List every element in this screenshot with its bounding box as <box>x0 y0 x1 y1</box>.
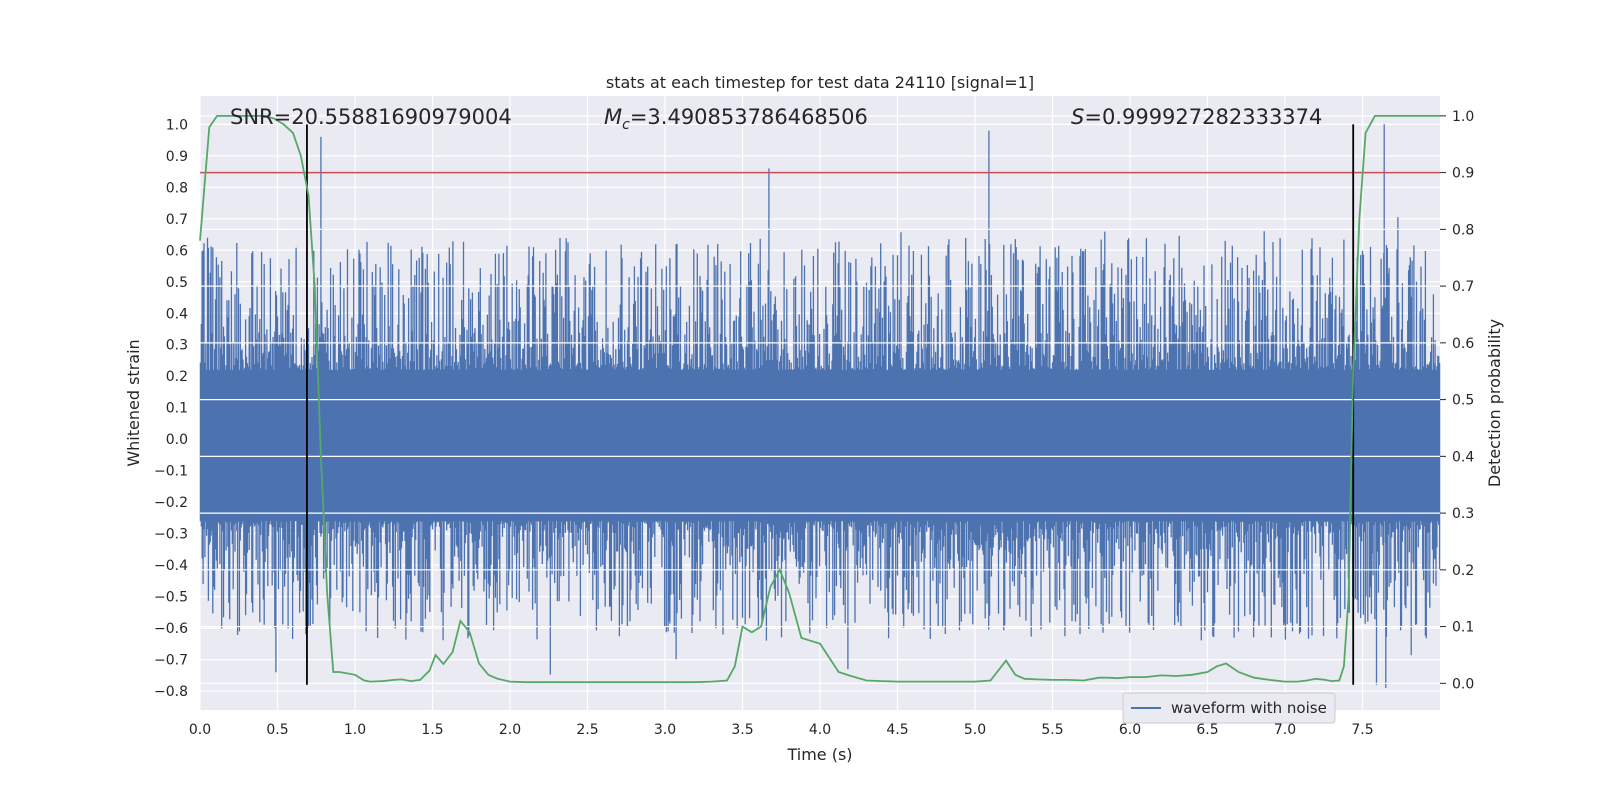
left-y-tick-label: 0.5 <box>166 275 188 291</box>
right-y-tick-label: 0.7 <box>1452 279 1474 295</box>
left-y-tick-label: −0.3 <box>154 527 188 543</box>
left-y-tick-label: −0.8 <box>154 684 188 700</box>
significance-symbol: S <box>1071 105 1084 129</box>
left-y-tick-label: −0.5 <box>154 590 188 606</box>
right-y-tick-label: 0.5 <box>1452 393 1474 409</box>
left-y-axis-ticks: 1.0 0.9 0.8 0.7 0.6 0.5 0.4 0.3 0.2 0.1 0.0 −0.1 −0.… <box>154 117 188 700</box>
x-axis-ticks: 0.0 0.5 1.0 1.5 2.0 2.5 3.0 3.5 4.0 4.5 5.0 5.5 6.0 6… <box>189 722 1374 738</box>
right-y-tick-label: 0.3 <box>1452 506 1474 522</box>
waveform-series <box>199 124 1441 688</box>
chart-title: stats at each timestep for test data 241… <box>606 73 1034 92</box>
significance-annotation: S=0.999927282333374 <box>1071 105 1322 129</box>
x-tick-label: 2.0 <box>499 722 521 738</box>
x-tick-label: 2.5 <box>576 722 598 738</box>
left-y-tick-label: −0.6 <box>154 621 188 637</box>
right-y-tick-label: 0.6 <box>1452 336 1474 352</box>
left-y-tick-label: 0.3 <box>166 338 188 354</box>
left-y-tick-label: 0.8 <box>166 180 188 196</box>
right-y-axis-label: Detection probability <box>1485 319 1504 487</box>
x-tick-label: 3.0 <box>654 722 676 738</box>
x-tick-label: 0.0 <box>189 722 211 738</box>
legend: waveform with noise <box>1122 692 1336 724</box>
x-axis-label: Time (s) <box>786 745 852 764</box>
left-y-tick-label: 0.2 <box>166 369 188 385</box>
right-y-axis-ticks: 1.0 0.9 0.8 0.7 0.6 0.5 0.4 0.3 0.2 0.1 0.0 <box>1440 109 1474 692</box>
left-y-tick-label: 0.0 <box>166 432 188 448</box>
chirp-mass-annotation: Mc=3.490853786468506 <box>604 105 868 133</box>
legend-label-waveform: waveform with noise <box>1171 699 1327 717</box>
left-y-tick-label: 0.4 <box>166 306 188 322</box>
left-y-tick-label: −0.4 <box>154 558 188 574</box>
right-y-tick-label: 0.8 <box>1452 222 1474 238</box>
left-y-tick-label: −0.7 <box>154 653 188 669</box>
chirp-mass-value: =3.490853786468506 <box>630 105 868 129</box>
x-tick-label: 6.5 <box>1196 722 1218 738</box>
left-y-tick-label: 1.0 <box>166 117 188 133</box>
x-tick-label: 1.0 <box>344 722 366 738</box>
right-y-tick-label: 0.4 <box>1452 449 1474 465</box>
significance-value: =0.999927282333374 <box>1084 105 1322 129</box>
right-y-tick-label: 0.1 <box>1452 620 1474 636</box>
x-tick-label: 0.5 <box>266 722 288 738</box>
left-y-tick-label: −0.1 <box>154 464 188 480</box>
x-tick-label: 4.5 <box>886 722 908 738</box>
x-tick-label: 7.5 <box>1351 722 1373 738</box>
left-y-tick-label: 0.7 <box>166 212 188 228</box>
right-y-tick-label: 0.2 <box>1452 563 1474 579</box>
right-y-tick-label: 0.9 <box>1452 166 1474 182</box>
left-y-tick-label: 0.1 <box>166 401 188 417</box>
x-tick-label: 5.0 <box>964 722 986 738</box>
x-tick-label: 4.0 <box>809 722 831 738</box>
left-y-tick-label: −0.2 <box>154 495 188 511</box>
x-tick-label: 6.0 <box>1119 722 1141 738</box>
chirp-mass-subscript: c <box>622 117 630 133</box>
left-y-axis-label: Whitened strain <box>124 339 143 466</box>
right-y-tick-label: 0.0 <box>1452 676 1474 692</box>
right-y-tick-label: 1.0 <box>1452 109 1474 125</box>
x-tick-label: 5.5 <box>1041 722 1063 738</box>
x-tick-label: 7.0 <box>1274 722 1296 738</box>
legend-box <box>1122 692 1336 724</box>
snr-annotation: SNR=20.55881690979004 <box>230 105 512 129</box>
left-y-tick-label: 0.9 <box>166 149 188 165</box>
left-y-tick-label: 0.6 <box>166 243 188 259</box>
x-tick-label: 1.5 <box>421 722 443 738</box>
x-tick-label: 3.5 <box>731 722 753 738</box>
chirp-mass-symbol: M <box>604 105 622 129</box>
detection-probability-line <box>199 115 1440 684</box>
